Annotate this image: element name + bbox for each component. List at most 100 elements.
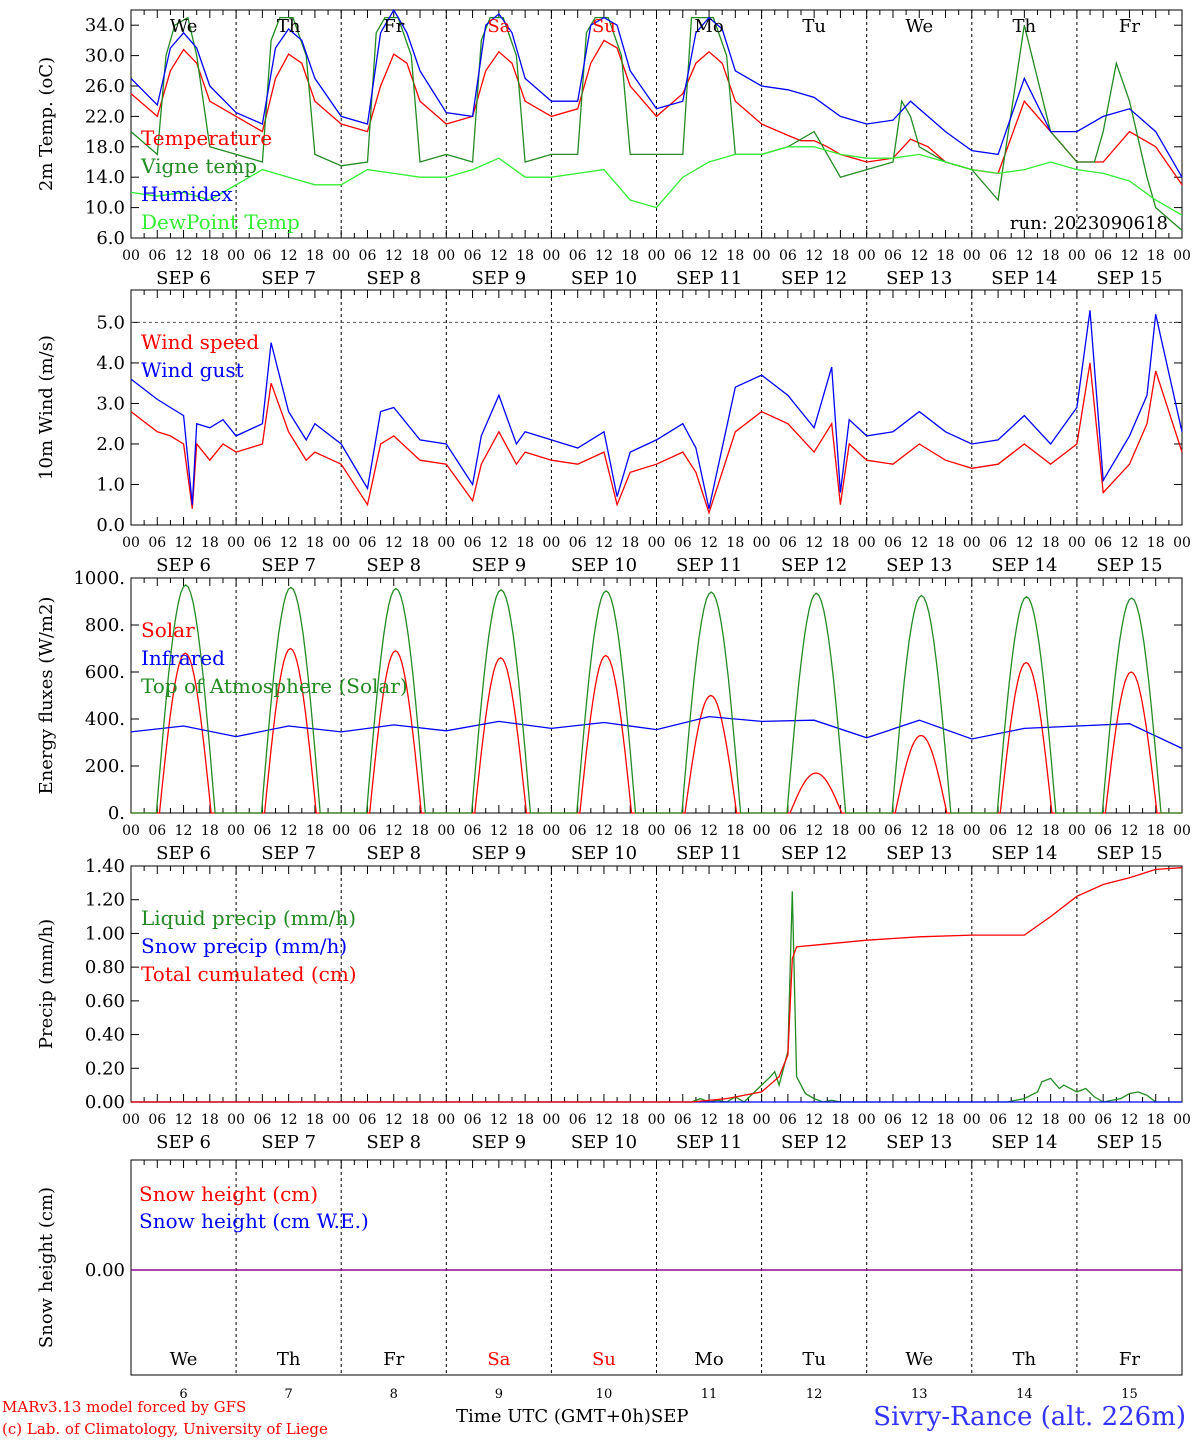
y-tick-label: 1.20: [85, 890, 125, 911]
legend-entry: Snow precip (mm/h): [141, 934, 347, 958]
x-tick-label: 18: [1042, 823, 1060, 839]
x-tick-label: 18: [516, 1112, 534, 1128]
x-tick-label: 06: [989, 535, 1007, 551]
run-annotation: run: 2023090618: [1010, 213, 1168, 234]
x-tick-label: 06: [1094, 823, 1112, 839]
date-label: SEP 7: [261, 555, 316, 576]
time-axis-label: Time UTC (GMT+0h)SEP: [456, 1406, 688, 1427]
day-name: We: [905, 1349, 933, 1370]
legend-entry: DewPoint Temp: [141, 210, 300, 234]
x-tick-label: 00: [332, 248, 350, 264]
x-tick-label: 12: [280, 248, 298, 264]
legend-entry: Solar: [141, 618, 195, 642]
day-name: Tu: [802, 16, 826, 37]
x-tick-label: 18: [201, 535, 219, 551]
date-label: SEP 11: [676, 555, 742, 576]
x-tick-label: 00: [332, 823, 350, 839]
day-number: 8: [390, 1387, 398, 1400]
x-tick-label: 00: [1068, 1112, 1086, 1128]
x-tick-label: 06: [779, 823, 797, 839]
x-tick-label: 12: [280, 535, 298, 551]
x-tick-label: 00: [122, 1112, 140, 1128]
x-tick-label: 18: [411, 248, 429, 264]
x-tick-label: 06: [359, 248, 377, 264]
x-tick-label: 18: [306, 823, 324, 839]
x-tick-label: 06: [253, 823, 271, 839]
x-tick-label: 06: [253, 535, 271, 551]
x-tick-label: 18: [411, 535, 429, 551]
day-name: We: [170, 16, 198, 37]
x-tick-label: 06: [569, 1112, 587, 1128]
x-tick-label: 12: [1015, 535, 1033, 551]
x-tick-label: 12: [385, 248, 403, 264]
date-label: SEP 6: [156, 555, 211, 576]
x-tick-label: 18: [1042, 535, 1060, 551]
date-label: SEP 11: [676, 843, 742, 864]
x-tick-label: 00: [1068, 823, 1086, 839]
day-name: Fr: [383, 1349, 404, 1370]
x-tick-label: 12: [490, 248, 508, 264]
x-tick-label: 06: [464, 248, 482, 264]
y-tick-label: 1.40: [85, 856, 125, 877]
x-tick-label: 06: [253, 1112, 271, 1128]
x-tick-label: 00: [1173, 823, 1191, 839]
x-tick-label: 00: [753, 1112, 771, 1128]
x-tick-label: 18: [832, 823, 850, 839]
x-tick-label: 00: [227, 535, 245, 551]
date-label: SEP 9: [471, 555, 526, 576]
x-tick-label: 18: [937, 248, 955, 264]
x-tick-label: 18: [726, 248, 744, 264]
x-tick-label: 12: [805, 823, 823, 839]
legend-entry: Wind speed: [141, 330, 259, 354]
x-tick-label: 00: [963, 823, 981, 839]
x-tick-label: 18: [832, 248, 850, 264]
y-axis-label: 2m Temp. (oC): [36, 57, 57, 191]
x-tick-label: 12: [490, 823, 508, 839]
day-name: Sa: [487, 16, 510, 37]
x-tick-label: 18: [1147, 535, 1165, 551]
x-tick-label: 00: [227, 248, 245, 264]
x-tick-label: 18: [1042, 248, 1060, 264]
x-tick-label: 06: [779, 1112, 797, 1128]
series-line-3: [130, 8, 1183, 178]
y-tick-label: 0.60: [85, 991, 125, 1012]
date-label: SEP 9: [471, 268, 526, 289]
x-tick-label: 06: [674, 823, 692, 839]
date-label: SEP 13: [886, 1132, 952, 1153]
x-tick-label: 12: [700, 248, 718, 264]
series-line-1: [130, 362, 1183, 515]
x-tick-label: 18: [937, 1112, 955, 1128]
y-tick-label: 0.20: [85, 1058, 125, 1079]
date-label: SEP 8: [366, 1132, 421, 1153]
x-tick-label: 12: [175, 1112, 193, 1128]
x-tick-label: 12: [595, 823, 613, 839]
x-tick-label: 00: [648, 1112, 666, 1128]
x-tick-label: 18: [306, 1112, 324, 1128]
x-tick-label: 18: [621, 535, 639, 551]
x-tick-label: 00: [1173, 535, 1191, 551]
date-label: SEP 13: [886, 268, 952, 289]
y-tick-label: 18.0: [85, 137, 125, 158]
x-tick-label: 18: [411, 1112, 429, 1128]
panel-3: Energy fluxes (W/m2): [36, 577, 1183, 814]
x-tick-label: 00: [963, 248, 981, 264]
y-tick-label: 4.0: [96, 353, 125, 374]
legend-entry: Snow height (cm): [139, 1182, 318, 1206]
date-label: SEP 8: [366, 843, 421, 864]
time-axis-text: Time UTC (GMT+0h): [456, 1406, 651, 1427]
date-label: SEP 15: [1096, 555, 1162, 576]
x-tick-label: 00: [648, 248, 666, 264]
series-line-2: [130, 310, 1183, 509]
x-tick-label: 18: [726, 535, 744, 551]
x-tick-label: 12: [385, 1112, 403, 1128]
day-name: Th: [277, 1349, 301, 1370]
day-number: 9: [495, 1387, 503, 1400]
x-tick-label: 06: [884, 823, 902, 839]
x-tick-label: 12: [805, 1112, 823, 1128]
y-axis-label: Precip (mm/h): [36, 919, 57, 1049]
date-label: SEP 6: [156, 268, 211, 289]
y-tick-label: 800.: [85, 615, 125, 636]
x-tick-label: 00: [227, 823, 245, 839]
x-tick-label: 00: [963, 535, 981, 551]
